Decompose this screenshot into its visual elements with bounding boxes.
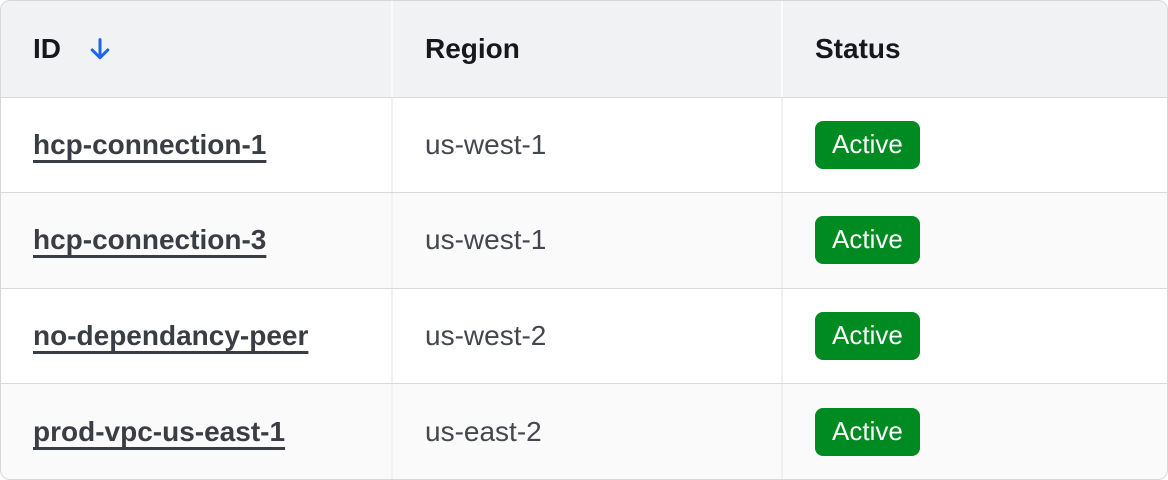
sort-descending-arrow-down-icon[interactable] xyxy=(85,34,115,64)
table-header-row: ID Region Status xyxy=(1,1,1167,97)
column-header-status-label: Status xyxy=(815,32,901,64)
cell-id: hcp-connection-1 xyxy=(1,98,391,193)
cell-id: no-dependancy-peer xyxy=(1,289,391,384)
connection-link[interactable]: hcp-connection-3 xyxy=(33,224,267,256)
cell-status: Active xyxy=(781,97,1167,193)
column-header-id-label: ID xyxy=(33,32,61,64)
region-value: us-west-2 xyxy=(425,320,547,352)
cell-id: prod-vpc-us-east-1 xyxy=(1,384,391,479)
table-row: prod-vpc-us-east-1 us-east-2 Active xyxy=(1,383,1167,479)
status-badge: Active xyxy=(815,407,920,456)
column-header-region: Region xyxy=(391,1,781,97)
status-badge: Active xyxy=(815,120,920,169)
cell-region: us-west-1 xyxy=(391,193,781,288)
connection-link[interactable]: prod-vpc-us-east-1 xyxy=(33,415,286,447)
connection-link[interactable]: no-dependancy-peer xyxy=(33,320,309,352)
cell-region: us-west-1 xyxy=(391,97,781,193)
cell-region: us-east-2 xyxy=(391,384,781,479)
cell-id: hcp-connection-3 xyxy=(1,193,391,288)
connection-link[interactable]: hcp-connection-1 xyxy=(33,128,267,160)
cell-status: Active xyxy=(781,384,1167,479)
cell-status: Active xyxy=(781,288,1167,384)
table-row: hcp-connection-3 us-west-1 Active xyxy=(1,192,1167,288)
cell-region: us-west-2 xyxy=(391,288,781,384)
cell-status: Active xyxy=(781,193,1167,288)
status-badge: Active xyxy=(815,216,920,265)
column-header-status: Status xyxy=(781,1,1167,97)
column-header-id[interactable]: ID xyxy=(1,1,391,97)
table-row: no-dependancy-peer us-west-2 Active xyxy=(1,287,1167,384)
status-badge: Active xyxy=(815,312,920,361)
column-header-region-label: Region xyxy=(425,32,520,64)
table-row: hcp-connection-1 us-west-1 Active xyxy=(1,96,1167,193)
region-value: us-west-1 xyxy=(425,128,547,160)
region-value: us-east-2 xyxy=(425,415,542,447)
region-value: us-west-1 xyxy=(425,224,547,256)
